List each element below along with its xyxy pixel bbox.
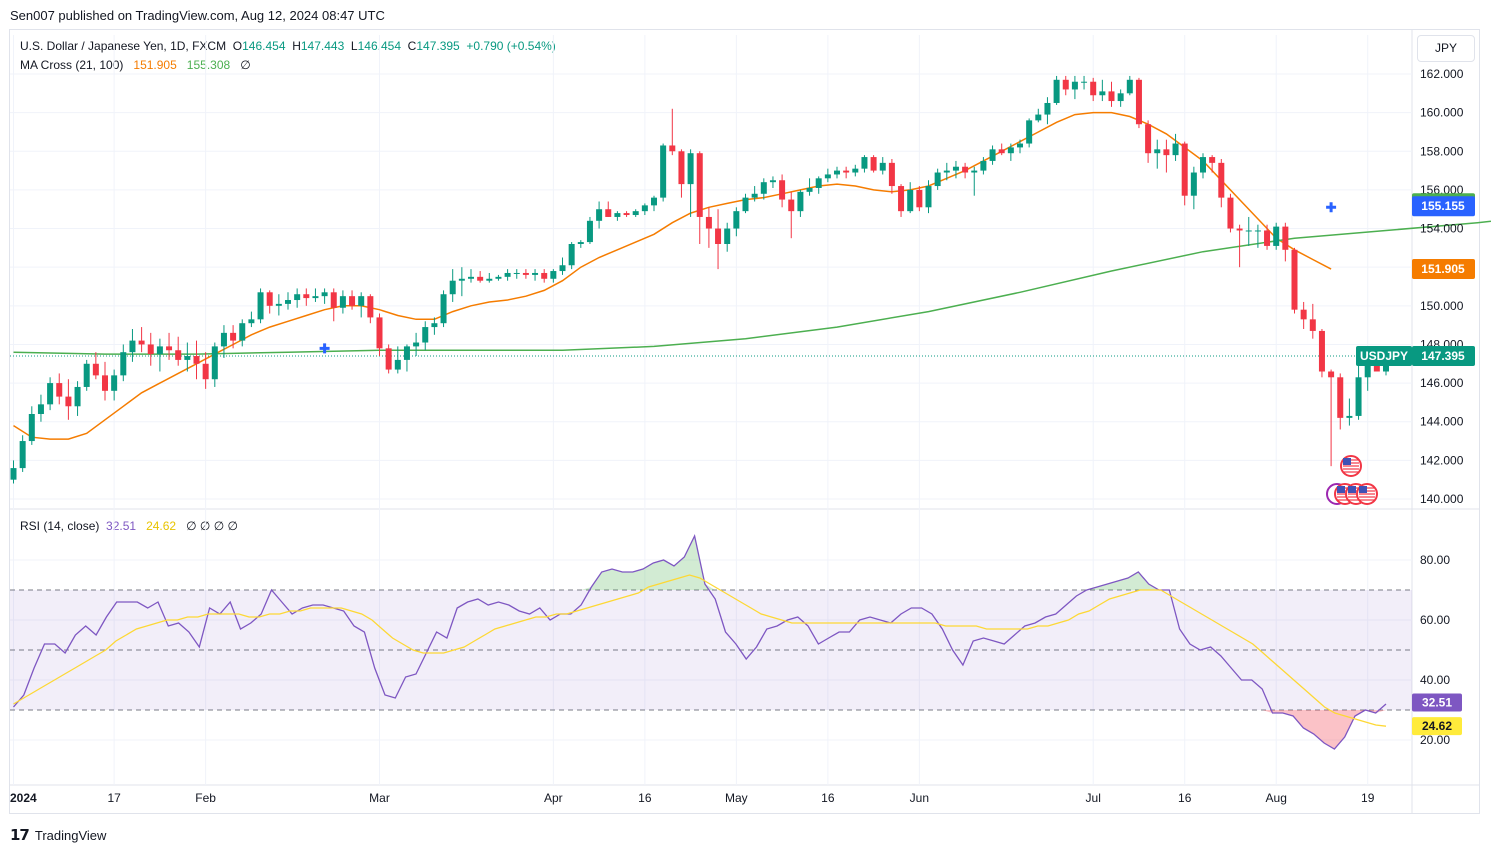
rsi-ma-value: 24.62 <box>146 519 177 533</box>
rsi-value: 32.51 <box>106 519 137 533</box>
close-value: 147.395 <box>416 39 460 53</box>
symbol-title[interactable]: U.S. Dollar / Japanese Yen, 1D, FXCM <box>20 39 227 53</box>
ma-extra: ∅ <box>240 58 251 72</box>
price-legend: U.S. Dollar / Japanese Yen, 1D, FXCM O14… <box>20 39 556 53</box>
ma-fast-value: 151.905 <box>133 58 177 72</box>
footer-brand[interactable]: TradingView <box>34 827 107 843</box>
open-value: 146.454 <box>242 39 286 53</box>
high-label: H <box>292 39 301 53</box>
ma-slow-value: 155.308 <box>186 58 231 72</box>
publish-line: Sen007 published on TradingView.com, Aug… <box>10 8 385 23</box>
rsi-title[interactable]: RSI (14, close) <box>20 519 100 533</box>
tradingview-logo-icon[interactable]: 𝟭𝟳 <box>10 827 30 844</box>
ma-legend: MA Cross (21, 100) 151.905 155.308 ∅ <box>20 58 251 72</box>
change-value: +0.790 (+0.54%) <box>466 39 556 53</box>
currency-button[interactable]: JPY <box>1417 35 1475 62</box>
high-value: 147.443 <box>300 39 345 53</box>
open-label: O <box>232 39 243 53</box>
rsi-legend: RSI (14, close) 32.51 24.62 ∅ ∅ ∅ ∅ <box>20 519 238 533</box>
footer: 𝟭𝟳 TradingView <box>10 826 106 844</box>
low-value: 146.454 <box>357 39 401 53</box>
ma-title[interactable]: MA Cross (21, 100) <box>20 58 124 72</box>
chart-frame <box>9 29 1480 814</box>
low-label: L <box>350 39 358 53</box>
close-label: C <box>407 39 417 53</box>
rsi-extra: ∅ ∅ ∅ ∅ <box>186 519 238 533</box>
